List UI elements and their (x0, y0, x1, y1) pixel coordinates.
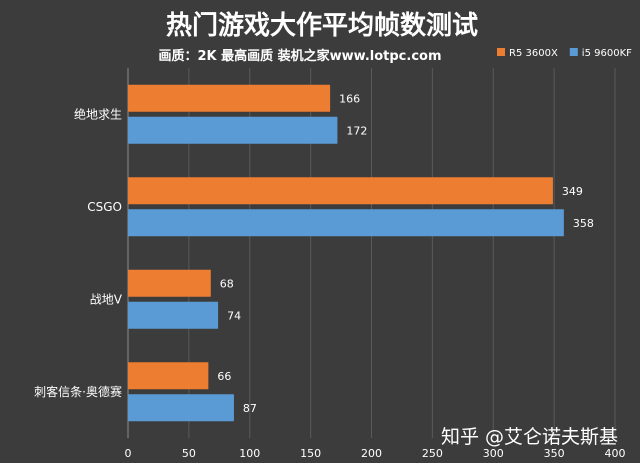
bar (128, 116, 338, 144)
category-label: 刺客信条·奥德赛 (34, 384, 122, 399)
bar (128, 362, 209, 390)
legend: R5 3600X i5 9600KF (497, 48, 632, 59)
data-label: 87 (243, 402, 257, 415)
legend-swatch (569, 48, 578, 56)
x-tick-label: 150 (300, 447, 321, 460)
data-label: 358 (573, 217, 594, 230)
x-tick-label: 250 (422, 447, 443, 460)
x-tick-label: 350 (544, 447, 565, 460)
category-labels: 绝地求生 CSGO 战地V 刺客信条·奥德赛 (34, 106, 123, 399)
bar (128, 177, 553, 205)
data-label: 66 (217, 370, 231, 383)
category-label: 绝地求生 (74, 106, 122, 121)
bars: 166 172 349 358 68 74 66 87 (128, 84, 594, 422)
chart-title: 热门游戏大作平均帧数测试 (166, 11, 478, 41)
x-tick-label: 400 (605, 447, 626, 460)
data-label: 349 (562, 185, 583, 198)
data-label: 68 (220, 277, 234, 290)
x-tick-label: 300 (483, 447, 504, 460)
data-label: 166 (339, 92, 360, 105)
bar (128, 209, 564, 237)
data-label: 74 (227, 309, 241, 322)
x-tick-label: 0 (125, 447, 132, 460)
bar (128, 394, 234, 422)
x-tick-label: 50 (182, 447, 196, 460)
watermark-text: 知乎 @艾仑诺夫斯基 (441, 426, 618, 448)
category-label: 战地V (90, 292, 123, 306)
x-tick-labels: 0 50 100 150 200 250 300 350 400 (125, 447, 626, 460)
bar (128, 269, 211, 297)
bar (128, 301, 219, 329)
chart-subtitle: 画质：2K 最高画质 装机之家www.lotpc.com (158, 48, 441, 64)
category-label: CSGO (87, 200, 122, 214)
legend-swatch (497, 48, 505, 56)
bar (128, 84, 331, 112)
data-label: 172 (346, 124, 367, 137)
x-tick-label: 200 (361, 447, 382, 460)
x-tick-label: 100 (239, 447, 260, 460)
legend-label: i5 9600KF (582, 48, 632, 59)
legend-label: R5 3600X (509, 48, 558, 59)
